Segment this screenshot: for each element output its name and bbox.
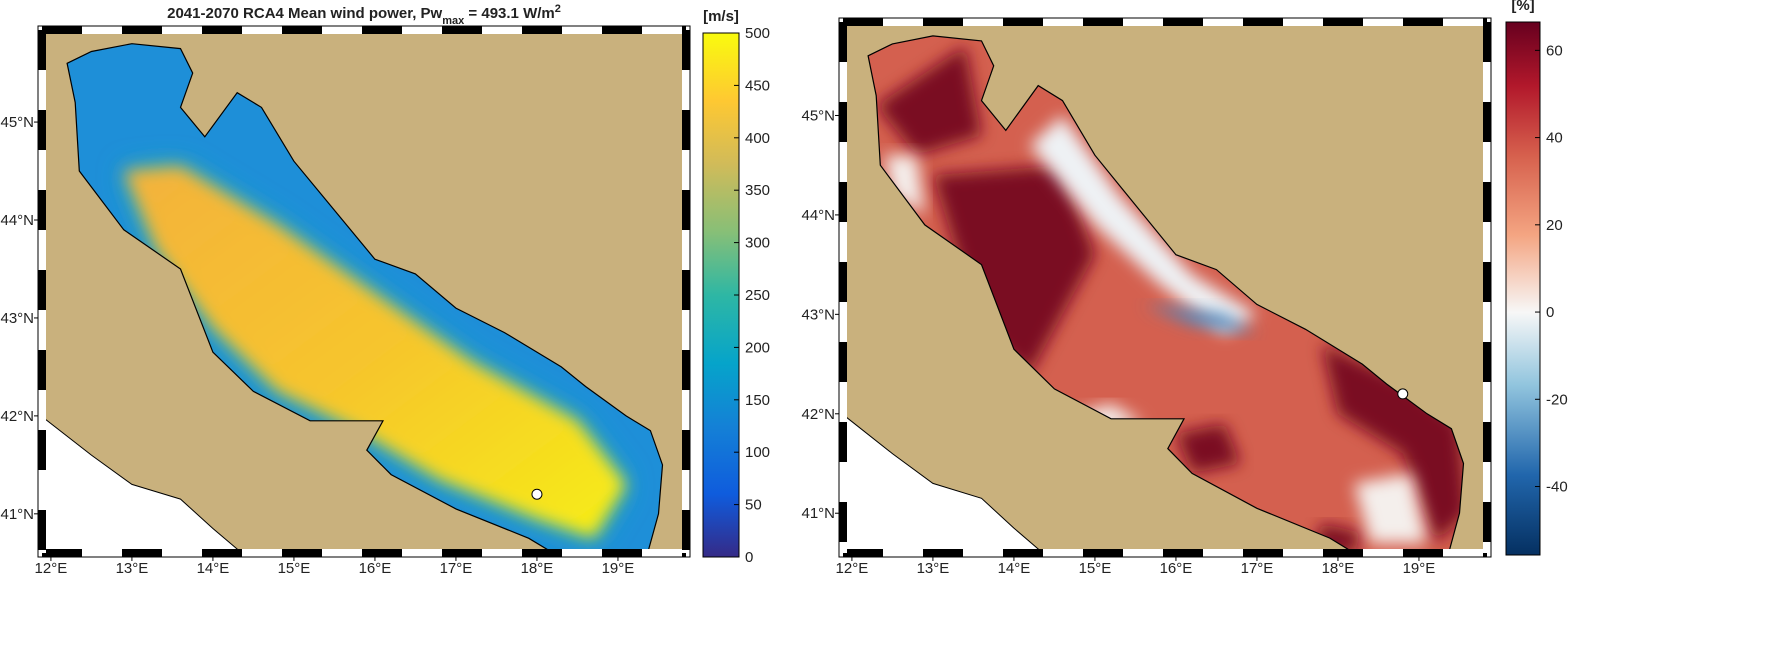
y-tick-label: 44°N (801, 207, 835, 224)
frame (838, 17, 1492, 558)
colorbar-tick-label: 100 (745, 444, 770, 461)
colorbar-tick-label: 300 (745, 235, 770, 252)
colorbar (702, 32, 740, 558)
x-tick-label: 19°E (602, 560, 635, 577)
unmapped-sea (843, 413, 1044, 553)
y-tick-label: 44°N (0, 212, 34, 229)
map-panel: 12°E 13°E 14°E 15°E 16°E 17°E 18°E 19°E 41°N 42°N… (0, 3, 770, 577)
colorbar-tick-label: 200 (745, 339, 770, 356)
y-tick-label: 42°N (801, 406, 835, 423)
title-subscript: max (442, 15, 465, 27)
unmapped-sea (42, 416, 243, 553)
sea-field-low (1354, 473, 1428, 544)
field (868, 35, 1464, 553)
sea-field-high (1175, 423, 1241, 474)
colorbar-tick-label: 40 (1546, 130, 1563, 147)
colorbar-tick-label: 400 (745, 130, 770, 147)
colorbar-tick-label: -40 (1546, 479, 1568, 496)
y-tick-label: 43°N (801, 306, 835, 323)
colorbar-tick-label: 20 (1546, 217, 1563, 234)
sea-field (868, 35, 1464, 553)
x-tick-label: 16°E (359, 560, 392, 577)
x-tick-label: 18°E (521, 560, 554, 577)
colorbar-tick-label: 60 (1546, 42, 1563, 59)
frame (37, 25, 691, 558)
colorbar-tick-label: 0 (1546, 304, 1554, 321)
coastline (66, 43, 664, 553)
plot-layer: 12°E 13°E 14°E 15°E 16°E 17°E 18°E 19°E 41°N 42°N… (0, 0, 1567, 577)
x-tick-label: 17°E (440, 560, 473, 577)
y-tick-label: 43°N (0, 310, 34, 327)
x-tick-label: 17°E (1241, 560, 1274, 577)
max-marker (531, 488, 543, 500)
x-tick-label: 13°E (917, 560, 950, 577)
sea-field-low (884, 155, 925, 215)
field (67, 43, 663, 553)
title-text: = 493.1 W/m (464, 5, 554, 22)
x-tick-label: 16°E (1160, 560, 1193, 577)
x-tick-label: 18°E (1322, 560, 1355, 577)
y-tick-label: 45°N (0, 114, 34, 131)
colorbar-tick-label: 450 (745, 77, 770, 94)
x-tick-label: 14°E (197, 560, 230, 577)
sea-field-high (932, 165, 1095, 374)
y-tick-label: 45°N (801, 107, 835, 124)
map-area (42, 30, 686, 553)
sea-field-high (1321, 344, 1464, 544)
colorbar-tick-label: 50 (745, 497, 762, 514)
x-tick-label: 14°E (998, 560, 1031, 577)
sea-field-core (123, 166, 627, 539)
y-tick-label: 41°N (801, 505, 835, 522)
max-marker (1397, 388, 1409, 400)
x-tick-label: 15°E (1079, 560, 1112, 577)
title-text: 2041-2070 RCA4 Mean wind power, Pw (167, 5, 442, 22)
sea-field-low (1030, 115, 1257, 335)
colorbar-tick-label: 500 (745, 25, 770, 42)
x-tick-label: 12°E (836, 560, 869, 577)
x-tick-label: 19°E (1403, 560, 1436, 577)
colorbar-tick-label: 150 (745, 392, 770, 409)
sea-field-low (1143, 304, 1257, 335)
map-area (843, 22, 1487, 553)
colorbar-tick-label: 250 (745, 287, 770, 304)
x-tick-label: 12°E (35, 560, 68, 577)
y-tick-label: 42°N (0, 408, 34, 425)
coastline (867, 35, 1465, 553)
colorbar-label: [%] (1511, 0, 1534, 14)
colorbar-label: [m/s] (703, 8, 739, 25)
x-tick-label: 13°E (116, 560, 149, 577)
map-panel: 12°E 13°E 14°E 15°E 16°E 17°E 18°E 19°E 41°N 42°N… (801, 0, 1567, 577)
y-tick-label: 41°N (0, 506, 34, 523)
colorbar-tick-label: -20 (1546, 391, 1568, 408)
chart-title: 2041-2070 RCA4 Mean wind power, Pwmax = … (167, 3, 561, 27)
colorbar (1505, 21, 1541, 556)
x-tick-label: 15°E (278, 560, 311, 577)
colorbar-tick-label: 350 (745, 182, 770, 199)
title-superscript: 2 (555, 3, 561, 15)
sea-field-high (876, 45, 982, 156)
colorbar-tick-label: 0 (745, 549, 753, 566)
